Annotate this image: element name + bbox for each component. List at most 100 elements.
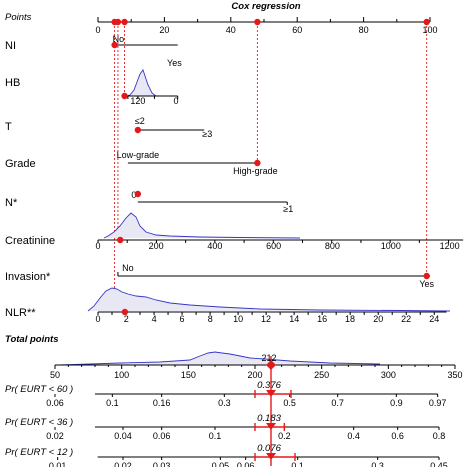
- points-tick-label: 60: [292, 25, 302, 35]
- tstage-selected-marker: [134, 126, 142, 134]
- creatinine-tick-label: 0: [95, 241, 100, 251]
- nlr-density-curve: [87, 287, 451, 312]
- probability-tick-label: 0.05: [212, 461, 230, 467]
- probability-tick-label: 0.5: [283, 398, 296, 408]
- invasion-level-no: No: [122, 263, 134, 273]
- total-value-marker: [266, 360, 276, 370]
- probability-value-label-0: 0.376: [257, 380, 281, 391]
- selected-points-marker: [254, 18, 261, 26]
- total-tick-label: 350: [447, 370, 462, 380]
- probability-axis-label-0: Pr( EURT < 60 ): [5, 384, 73, 395]
- hb-density-curve: [125, 69, 158, 97]
- ni-selected-marker: [111, 41, 118, 49]
- probability-value-label-2: 0.076: [257, 443, 281, 454]
- probability-axis-label-1: Pr( EURT < 36 ): [5, 417, 73, 428]
- probability-tick-label: 0.02: [46, 431, 64, 441]
- probability-tick-label: 0.6: [391, 431, 404, 441]
- nstage-level-ge1: ≥1: [283, 204, 293, 214]
- tstage-level-le2: ≤2: [135, 116, 145, 126]
- total-tick-label: 250: [314, 370, 329, 380]
- grade-level-high: High-grade: [233, 166, 278, 176]
- variable-label-4: N*: [5, 197, 18, 209]
- selected-points-marker: [114, 18, 122, 26]
- nlr-tick-label: 10: [233, 314, 243, 324]
- total-density-curve: [59, 351, 381, 366]
- nlr-tick-label: 6: [179, 314, 184, 324]
- ni-level-yes: Yes: [167, 58, 182, 68]
- selected-points-marker: [423, 18, 430, 26]
- chart-title: Cox regression: [231, 1, 300, 12]
- total-tick-label: 300: [381, 370, 396, 380]
- nstage-level-0: 0: [131, 190, 136, 200]
- probability-tick-label: 0.1: [291, 461, 304, 467]
- creatinine-tick-label: 1000: [381, 241, 401, 251]
- hb-tick-0: 0: [174, 96, 179, 106]
- nlr-tick-label: 8: [208, 314, 213, 324]
- probability-tick-label: 0.03: [153, 461, 171, 467]
- probability-tick-label: 0.2: [278, 431, 291, 441]
- nlr-tick-label: 24: [429, 314, 439, 324]
- points-tick-label: 40: [226, 25, 236, 35]
- nlr-tick-label: 4: [152, 314, 157, 324]
- probability-tick-label: 0.9: [390, 398, 403, 408]
- nlr-tick-label: 0: [95, 314, 100, 324]
- total-value-label: 212: [261, 353, 276, 363]
- nlr-selected-marker: [121, 308, 129, 316]
- invasion-level-yes: Yes: [419, 279, 434, 289]
- probability-tick-label: 0.06: [237, 461, 255, 467]
- hb-tick-120: 120: [130, 96, 145, 106]
- probability-tick-label: 0.97: [429, 398, 447, 408]
- probability-tick-label: 0.04: [114, 431, 132, 441]
- creatinine-density-curve: [103, 212, 301, 239]
- probability-value-marker-2: [266, 453, 276, 460]
- nlr-tick-label: 16: [317, 314, 327, 324]
- grade-level-low: Low-grade: [117, 150, 160, 160]
- probability-tick-label: 0.06: [46, 398, 64, 408]
- variable-label-1: HB: [5, 77, 20, 89]
- probability-tick-label: 0.3: [371, 461, 384, 467]
- probability-value-marker-1: [266, 423, 276, 430]
- points-tick-label: 100: [422, 25, 437, 35]
- points-tick-label: 20: [159, 25, 169, 35]
- grade-selected-marker: [254, 159, 261, 167]
- total-tick-label: 150: [181, 370, 196, 380]
- points-axis-label: Points: [5, 12, 32, 23]
- variable-label-2: T: [5, 121, 12, 133]
- nlr-tick-label: 18: [345, 314, 355, 324]
- variable-label-5: Creatinine: [5, 235, 55, 247]
- probability-value-marker-0: [266, 390, 276, 397]
- variable-label-0: NI: [5, 40, 16, 52]
- probability-tick-label: 0.02: [114, 461, 132, 467]
- variable-label-6: Invasion*: [5, 271, 51, 283]
- nlr-tick-label: 2: [124, 314, 129, 324]
- nlr-tick-label: 14: [289, 314, 299, 324]
- probability-value-label-1: 0.183: [257, 413, 281, 424]
- total-points-label: Total points: [5, 334, 58, 345]
- total-tick-label: 100: [114, 370, 129, 380]
- creatinine-selected-marker: [117, 236, 124, 244]
- total-tick-label: 200: [247, 370, 262, 380]
- probability-tick-label: 0.4: [347, 431, 360, 441]
- probability-tick-label: 0.1: [209, 431, 222, 441]
- total-tick-label: 50: [50, 370, 60, 380]
- selected-points-marker: [121, 18, 128, 26]
- nlr-tick-label: 12: [261, 314, 271, 324]
- probability-tick-label: 0.3: [218, 398, 231, 408]
- creatinine-tick-label: 1200: [440, 241, 460, 251]
- nlr-tick-label: 22: [401, 314, 411, 324]
- tstage-level-ge3: ≥3: [202, 129, 212, 139]
- ni-level-no: No: [113, 34, 125, 44]
- points-tick-label: 80: [359, 25, 369, 35]
- creatinine-tick-label: 400: [207, 241, 222, 251]
- creatinine-tick-label: 600: [266, 241, 281, 251]
- probability-tick-label: 0.16: [153, 398, 171, 408]
- creatinine-tick-label: 800: [325, 241, 340, 251]
- probability-tick-label: 0.01: [49, 461, 67, 467]
- variable-label-7: NLR**: [5, 307, 36, 319]
- probability-tick-label: 0.1: [106, 398, 119, 408]
- invasion-selected-marker: [423, 272, 430, 280]
- nstage-selected-marker: [134, 190, 142, 198]
- probability-tick-label: 0.06: [153, 431, 171, 441]
- nlr-tick-label: 20: [373, 314, 383, 324]
